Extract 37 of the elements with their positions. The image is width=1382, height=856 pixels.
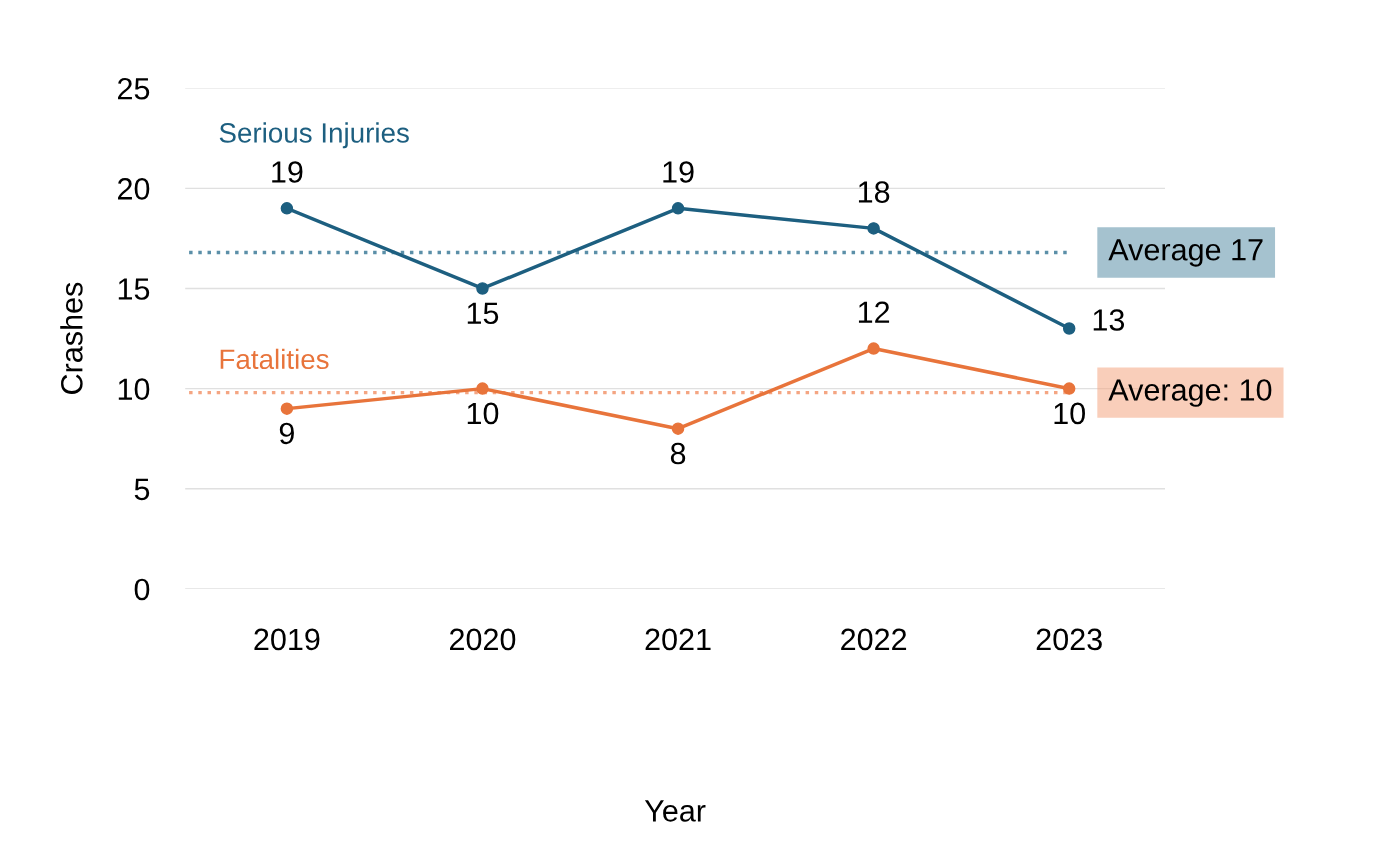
y-tick-label: 10	[118, 378, 150, 400]
data-label: 19	[663, 161, 694, 183]
point	[1062, 382, 1076, 395]
point	[476, 282, 489, 295]
y-axis-title: Crashes	[60, 282, 83, 394]
x-axis-title: Year	[644, 800, 706, 822]
x-tick-label: 2019	[254, 628, 320, 651]
y-tick-label: 0	[134, 578, 150, 601]
point	[476, 382, 489, 395]
point	[671, 202, 685, 215]
data-label: 8	[670, 442, 686, 465]
point	[671, 422, 685, 435]
x-tick-label: 2020	[450, 628, 516, 651]
y-tick-label: 5	[134, 478, 150, 501]
point	[867, 222, 880, 235]
data-label: 9	[279, 422, 294, 445]
point	[280, 202, 294, 215]
x-tick-label: 2021	[645, 628, 711, 651]
text: Serious Injuries	[219, 122, 409, 149]
point	[1062, 322, 1076, 335]
data-label: 13	[1093, 309, 1125, 331]
data-label: 19	[272, 161, 303, 183]
data-label: 10	[1054, 402, 1085, 425]
data-label: 15	[467, 302, 499, 325]
y-tick-label: 15	[118, 278, 150, 300]
ref-line-label: Average 17	[1108, 239, 1263, 267]
data-label: 10	[467, 402, 499, 425]
data-label: 12	[858, 301, 890, 323]
y-tick-label: 20	[118, 178, 150, 200]
ref-line-label: Average: 10	[1108, 379, 1272, 407]
point	[280, 402, 294, 415]
point	[867, 342, 880, 355]
x-tick-label: 2022	[841, 628, 907, 651]
data-label: 18	[858, 181, 890, 203]
x-tick-label: 2023	[1036, 628, 1102, 651]
series-label: Fatalities	[220, 348, 329, 370]
y-tick-label: 25	[118, 77, 150, 100]
